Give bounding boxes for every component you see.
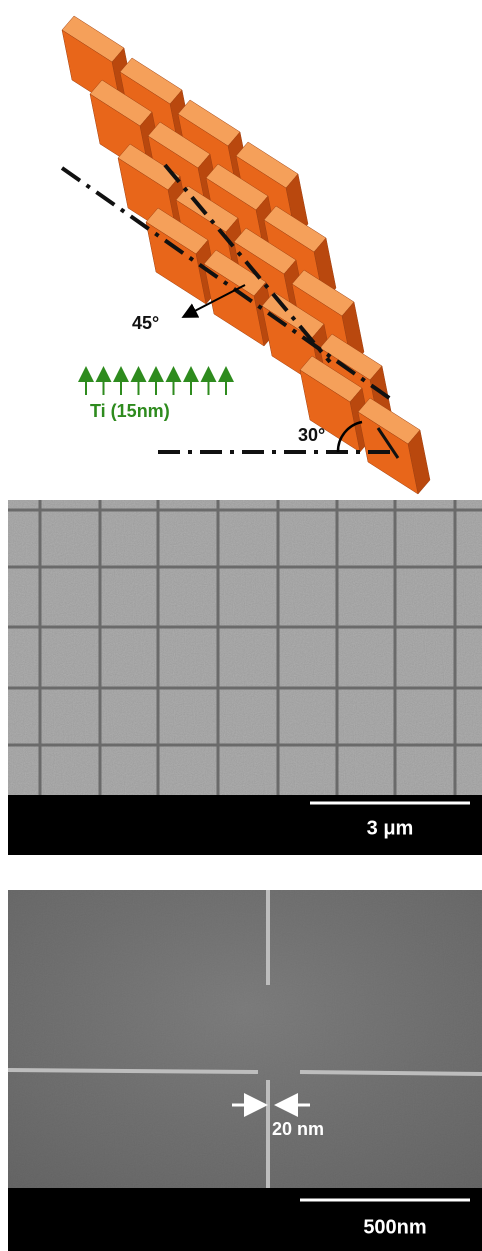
figure: 45° Ti (15nm) 30° 3 μm 20 nm 500nm xyxy=(0,0,482,1251)
angle-label: 45° xyxy=(132,313,159,333)
ti-label: Ti (15nm) xyxy=(90,401,170,421)
gap-label: 20 nm xyxy=(272,1119,324,1139)
ti-arrows xyxy=(86,370,226,395)
sem-grid-image xyxy=(8,500,482,796)
scale-label: 500nm xyxy=(363,1216,426,1238)
cube-array xyxy=(62,16,430,494)
tilt-label: 30° xyxy=(298,425,325,445)
sem-noise xyxy=(8,890,482,1188)
page: 45° Ti (15nm) 30° 3 μm 20 nm 500nm (() =… xyxy=(0,0,482,1251)
scale-label: 3 μm xyxy=(367,817,414,839)
